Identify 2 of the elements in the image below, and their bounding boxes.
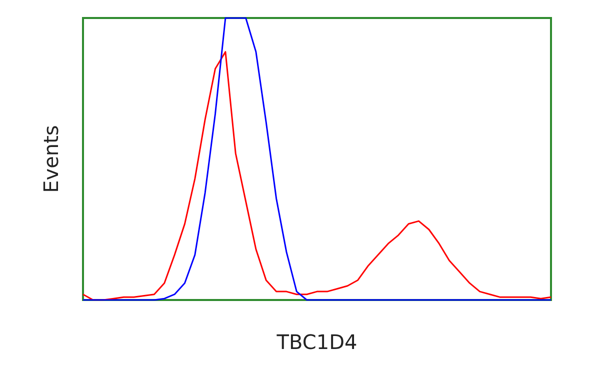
x-axis-title: TBC1D4: [276, 330, 358, 354]
y-axis-title: Events: [39, 125, 63, 193]
